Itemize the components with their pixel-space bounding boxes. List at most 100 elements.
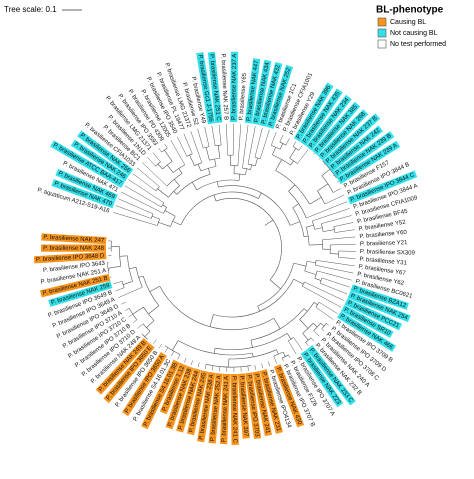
branch — [121, 302, 125, 304]
branch — [294, 263, 306, 266]
branch — [262, 363, 263, 368]
branch — [158, 222, 170, 226]
branch — [226, 124, 227, 155]
branch — [174, 191, 177, 194]
branch — [314, 302, 318, 304]
branch — [306, 225, 313, 227]
branch — [288, 355, 289, 358]
branch — [178, 340, 252, 355]
branch — [125, 308, 129, 310]
legend-label: Not causing BL — [390, 30, 438, 37]
branch — [215, 159, 216, 166]
branch — [276, 350, 278, 354]
branch — [129, 314, 133, 317]
branch — [184, 134, 192, 154]
branch — [294, 337, 303, 350]
branch — [118, 199, 153, 214]
branch — [326, 323, 329, 325]
branch — [148, 306, 158, 314]
branch — [303, 333, 309, 340]
branch — [294, 279, 304, 284]
branch — [120, 256, 128, 257]
tree — [107, 124, 356, 372]
branch — [325, 195, 344, 204]
branch — [317, 184, 327, 191]
branch — [192, 182, 197, 190]
branch — [150, 286, 160, 291]
branch — [317, 271, 352, 280]
branch — [171, 140, 185, 165]
branch — [160, 286, 274, 329]
branch — [304, 309, 307, 312]
branch — [289, 185, 295, 191]
branch — [173, 221, 181, 225]
branch — [319, 158, 320, 159]
branch — [306, 202, 347, 218]
branch — [333, 188, 341, 192]
branch — [218, 145, 220, 158]
branch — [322, 169, 330, 176]
branch — [293, 204, 299, 208]
legend-title: BL-phenotype — [376, 5, 444, 16]
branch — [312, 208, 349, 221]
branch — [270, 280, 281, 289]
branch — [251, 165, 252, 170]
branch — [190, 155, 195, 166]
branch — [309, 197, 321, 204]
branch — [305, 271, 316, 275]
branch — [146, 321, 154, 328]
branch — [258, 306, 260, 311]
branch — [167, 165, 173, 172]
branch — [137, 168, 159, 187]
branch — [255, 128, 262, 157]
leaf-label: P. brasiliense NAK 241 C — [230, 376, 237, 444]
branch — [133, 174, 156, 191]
leaf: P. brasiliense SX309 — [358, 248, 417, 257]
branch — [216, 198, 282, 280]
legend-swatch — [378, 40, 386, 48]
branch — [322, 237, 355, 240]
branch — [322, 329, 324, 331]
branch — [108, 266, 121, 268]
branch — [282, 358, 283, 361]
branch — [181, 192, 258, 225]
branch — [304, 236, 308, 237]
branch — [163, 205, 167, 208]
branch — [153, 153, 161, 162]
branch — [288, 341, 296, 354]
branch — [177, 137, 187, 157]
branch — [242, 125, 248, 168]
branch — [113, 212, 157, 225]
branch — [239, 174, 240, 180]
branch — [210, 314, 213, 326]
branch — [179, 168, 182, 173]
branch — [315, 228, 323, 230]
branch — [214, 195, 216, 201]
leaf: P. brasiliense NAK 237 A — [230, 52, 238, 122]
branch — [206, 147, 209, 160]
branch — [116, 288, 125, 291]
branch — [164, 150, 172, 161]
legend-swatch — [378, 18, 386, 26]
branch — [286, 138, 290, 145]
branch — [165, 144, 168, 148]
branch — [198, 129, 204, 148]
leaf: P. brasiliense NAK 241 C — [230, 374, 238, 445]
branch — [113, 281, 122, 284]
leaf-label: P. brasiliense Y21 — [360, 240, 408, 247]
branch — [251, 340, 253, 347]
branch — [313, 323, 317, 327]
branch — [274, 356, 277, 364]
branch — [172, 340, 178, 350]
leaf-label: P. brasiliense NAK 248 — [43, 246, 105, 252]
branch — [280, 144, 283, 150]
branch — [290, 222, 300, 226]
branch — [293, 142, 296, 147]
legend-swatch — [378, 29, 386, 37]
branch — [258, 193, 261, 199]
branch — [184, 358, 186, 362]
branch — [116, 205, 152, 218]
